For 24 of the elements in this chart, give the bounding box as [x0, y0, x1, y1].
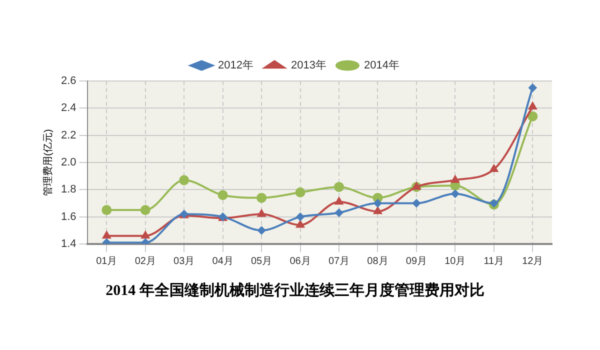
legend-label: 2013年 — [291, 60, 326, 72]
x-tick-label: 10月 — [444, 256, 466, 267]
x-tick-label: 07月 — [328, 256, 350, 267]
x-tick-label: 01月 — [96, 256, 118, 267]
x-tick-label: 04月 — [212, 256, 234, 267]
y-axis-title: 管理费用(亿元) — [42, 129, 54, 196]
y-tick-label: 1.8 — [60, 184, 76, 196]
legend-label: 2014年 — [364, 60, 400, 72]
x-tick-label: 02月 — [134, 256, 156, 267]
x-tick-label: 06月 — [290, 256, 311, 267]
y-tick-label: 1.6 — [60, 210, 76, 223]
y-tick-label: 2.2 — [60, 129, 76, 142]
y-tick-label: 2.4 — [60, 102, 76, 114]
x-tick-label: 08月 — [367, 256, 388, 267]
legend-label: 2012年 — [218, 60, 254, 72]
y-tick-label: 1.4 — [60, 238, 76, 250]
text: 2014 年全国缝制机械制造行业连续三年月度管理费用对比 — [106, 280, 484, 299]
y-tick-label: 2.0 — [60, 156, 76, 169]
x-tick-label: 11月 — [484, 256, 504, 267]
x-tick-label: 03月 — [174, 256, 195, 267]
y-tick-label: 2.6 — [60, 75, 76, 88]
x-tick-label: 05月 — [250, 256, 272, 267]
x-tick-label: 12月 — [522, 256, 544, 267]
x-tick-label: 09月 — [406, 256, 428, 267]
